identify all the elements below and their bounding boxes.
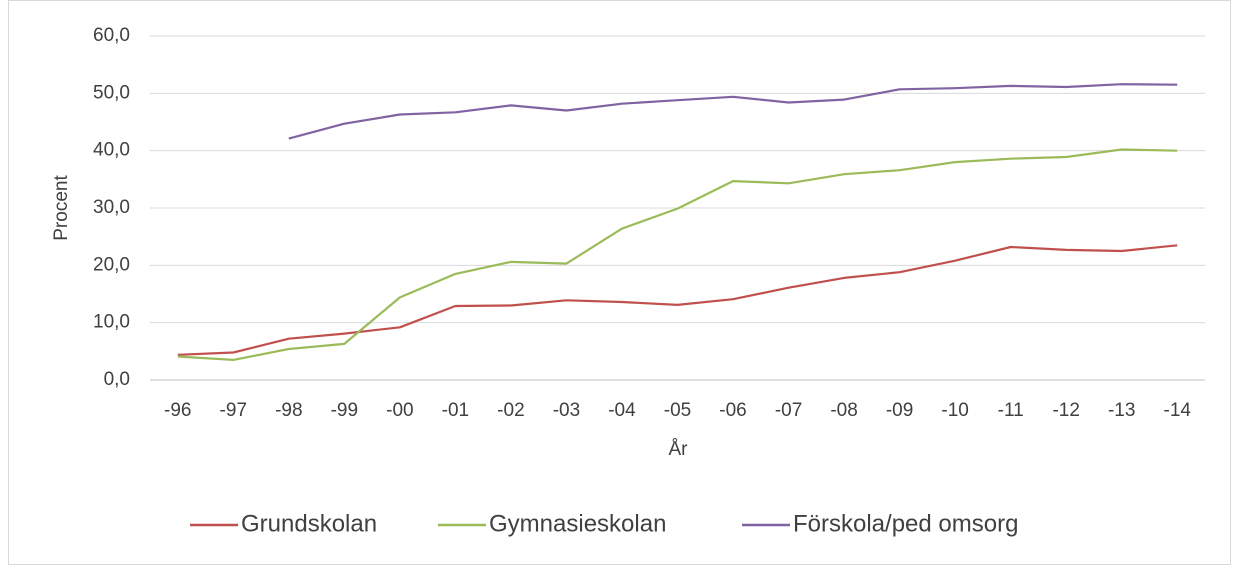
y-tick-label: 10,0 — [93, 312, 130, 333]
chart-frame — [8, 0, 1231, 565]
x-tick-label: -04 — [608, 400, 636, 421]
x-tick-label: -09 — [886, 400, 913, 421]
y-axis-label: Procent — [51, 175, 72, 241]
y-tick-label: 40,0 — [93, 140, 130, 161]
x-tick-label: -00 — [386, 400, 413, 421]
y-tick-label: 30,0 — [93, 197, 130, 218]
x-tick-label: -97 — [220, 400, 247, 421]
x-tick-label: -14 — [1164, 400, 1192, 421]
x-tick-label: -11 — [998, 400, 1024, 421]
legend-label: Grundskolan — [241, 510, 377, 537]
legend-label: Förskola/ped omsorg — [793, 510, 1018, 537]
x-tick-label: -07 — [775, 400, 802, 421]
x-tick-label: -01 — [442, 400, 469, 421]
x-tick-label: -98 — [275, 400, 302, 421]
y-tick-label: 20,0 — [93, 254, 130, 275]
x-axis-label: År — [669, 439, 689, 460]
x-tick-label: -06 — [719, 400, 746, 421]
x-tick-label: -99 — [331, 400, 358, 421]
y-tick-label: 0,0 — [104, 369, 130, 390]
x-tick-label: -10 — [941, 400, 968, 421]
series-line — [177, 148, 1178, 361]
y-tick-label: 50,0 — [93, 82, 130, 103]
x-tick-label: -05 — [664, 400, 691, 421]
x-tick-label: -02 — [497, 400, 524, 421]
y-tick-label: 60,0 — [93, 25, 130, 46]
x-tick-label: -96 — [164, 400, 191, 421]
x-tick-label: -13 — [1108, 400, 1135, 421]
x-tick-label: -12 — [1052, 400, 1079, 421]
series-line — [177, 244, 1178, 356]
series-line — [288, 83, 1178, 140]
x-tick-label: -08 — [830, 400, 857, 421]
x-tick-label: -03 — [553, 400, 580, 421]
legend-label: Gymnasieskolan — [489, 510, 666, 537]
